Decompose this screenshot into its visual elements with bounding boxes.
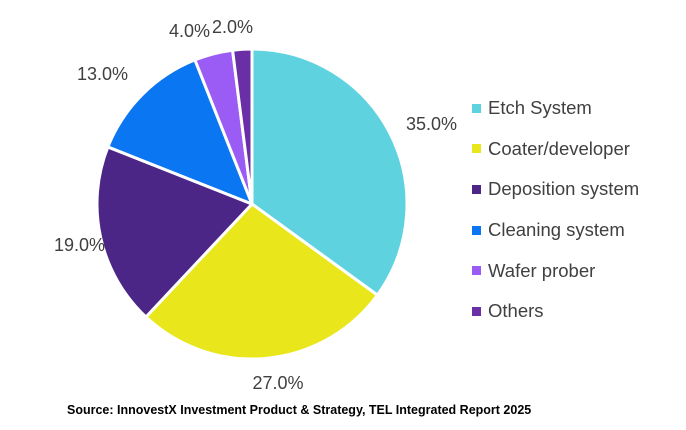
slice-value-label: 27.0% <box>252 373 303 393</box>
legend-item: Coater/developer <box>472 129 682 170</box>
slice-value-label: 2.0% <box>212 17 253 37</box>
source-note: Source: InnovestX Investment Product & S… <box>67 403 532 417</box>
legend-label: Etch System <box>488 97 592 119</box>
legend-item: Etch System <box>472 88 682 129</box>
legend-swatch <box>472 184 481 194</box>
legend-label: Cleaning system <box>488 219 625 241</box>
legend-label: Coater/developer <box>488 137 630 159</box>
legend-item: Others <box>472 291 682 332</box>
legend-label: Wafer prober <box>488 259 596 281</box>
slice-value-label: 13.0% <box>77 64 128 84</box>
legend: Etch System Coater/developer Deposition sy… <box>472 88 682 332</box>
legend-swatch <box>472 266 481 276</box>
legend-label: Others <box>488 300 544 322</box>
legend-label: Deposition system <box>488 178 640 200</box>
legend-item: Cleaning system <box>472 210 682 251</box>
slice-value-label: 35.0% <box>406 114 457 134</box>
legend-item: Deposition system <box>472 169 682 210</box>
slice-value-label: 19.0% <box>54 235 105 255</box>
legend-swatch <box>472 144 481 154</box>
slice-value-label: 4.0% <box>169 21 210 41</box>
legend-swatch <box>472 225 481 235</box>
legend-swatch <box>472 103 481 113</box>
pie-slice-etch-system <box>250 47 409 297</box>
pie-slice-others <box>231 47 254 206</box>
legend-item: Wafer prober <box>472 250 682 291</box>
pie-slice-cleaning-system <box>106 58 254 206</box>
legend-swatch <box>472 306 481 316</box>
pie-slice-coater-developer <box>144 202 379 361</box>
